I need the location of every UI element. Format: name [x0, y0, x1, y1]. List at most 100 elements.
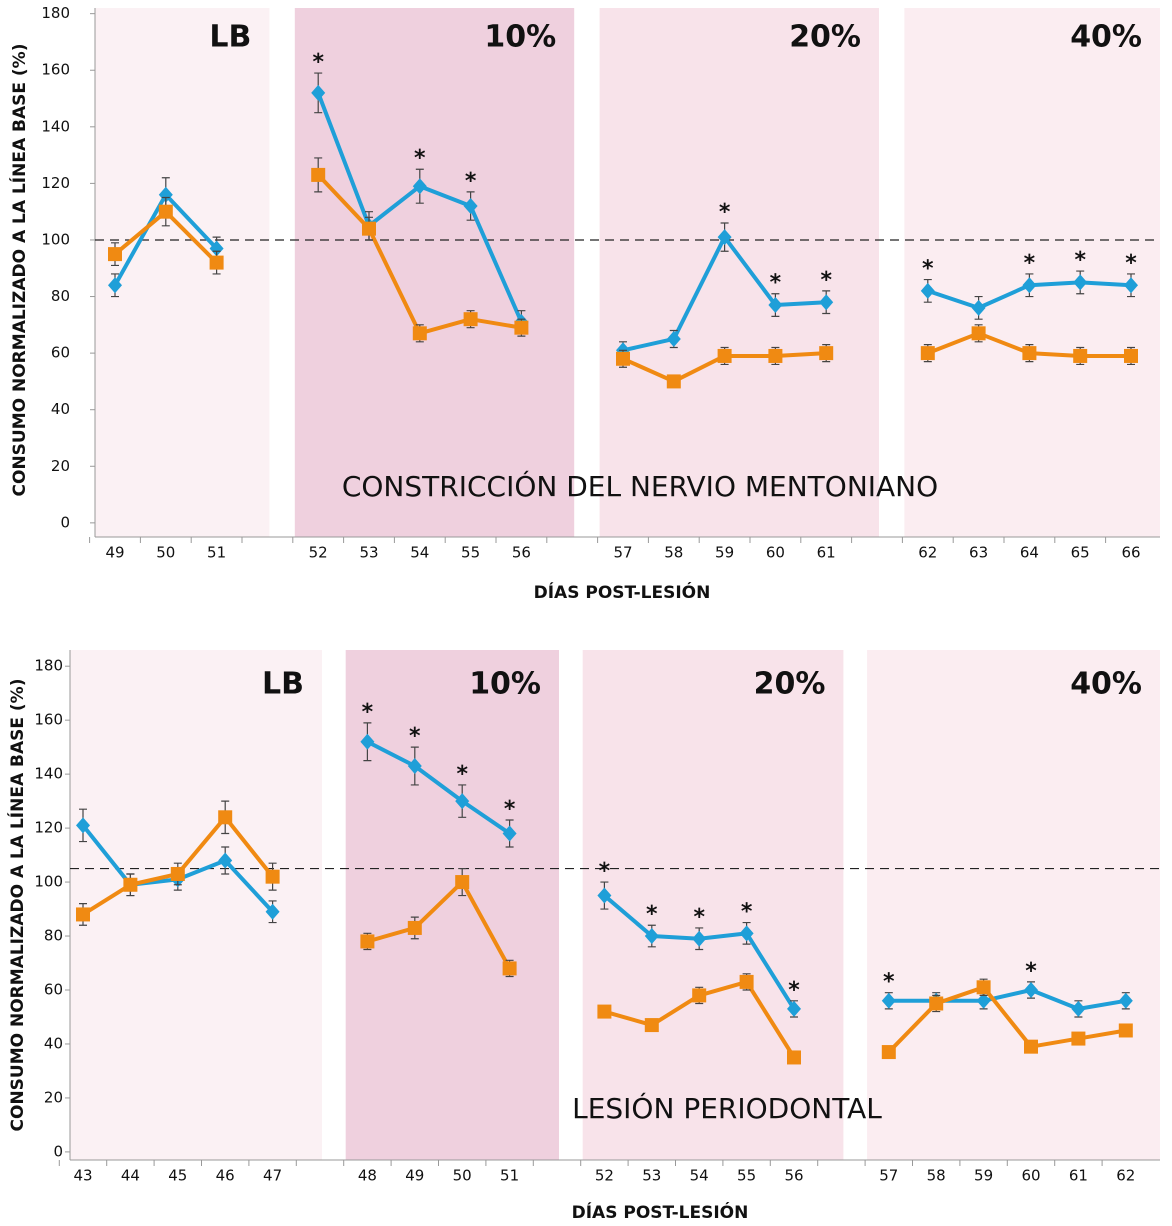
marker	[311, 167, 326, 182]
marker	[1124, 348, 1138, 363]
significance-mark: *	[883, 970, 895, 995]
x-tick-label: 58	[664, 544, 683, 562]
marker	[717, 348, 732, 363]
marker	[768, 297, 783, 314]
series-line	[888, 988, 1127, 1011]
y-axis-label: CONSUMO NORMALIZADO A LA LÍNEA BASE (%)	[6, 679, 28, 1132]
marker	[644, 928, 659, 945]
significance-mark: *	[820, 268, 832, 293]
x-tick-label: 56	[512, 544, 531, 562]
significance-mark: *	[362, 700, 374, 725]
marker	[1118, 1023, 1133, 1038]
marker	[502, 825, 517, 842]
marker	[1118, 992, 1133, 1009]
marker	[971, 299, 986, 316]
y-tick-label: 120	[41, 174, 70, 192]
x-tick-label: 57	[613, 544, 632, 562]
x-tick-label: 58	[927, 1167, 946, 1185]
x-tick-label: 66	[1121, 544, 1140, 562]
panel-label: CONSTRICCIÓN DEL NERVIO MENTONIANO	[342, 469, 938, 503]
x-axis-label: DÍAS POST-LESIÓN	[534, 581, 711, 603]
marker	[1022, 346, 1037, 361]
marker	[971, 326, 986, 341]
marker	[1071, 1000, 1086, 1017]
y-tick-label: 160	[34, 711, 63, 729]
significance-mark: *	[409, 724, 421, 749]
significance-mark: *	[414, 146, 426, 171]
marker	[76, 907, 90, 922]
x-tick-label: 45	[168, 1167, 187, 1185]
y-tick-label: 100	[34, 873, 63, 891]
x-tick-label: 65	[1071, 544, 1090, 562]
significance-mark: *	[1025, 959, 1037, 984]
region	[867, 650, 1160, 1160]
marker	[1022, 277, 1037, 294]
x-tick-label: 55	[737, 1167, 756, 1185]
series-line	[366, 739, 511, 836]
panel-label: LESIÓN PERIODONTAL	[572, 1091, 882, 1125]
region-label: 20%	[754, 667, 826, 702]
region-label: 40%	[1070, 667, 1142, 702]
significance-mark: *	[646, 902, 658, 927]
marker	[218, 852, 233, 869]
marker	[108, 247, 122, 262]
x-tick-label: 53	[642, 1167, 661, 1185]
significance-mark: *	[504, 797, 516, 822]
y-tick-label: 160	[41, 61, 70, 79]
x-tick-label: 49	[105, 544, 124, 562]
x-tick-label: 54	[410, 544, 429, 562]
x-tick-label: 52	[309, 544, 328, 562]
significance-mark: *	[719, 200, 731, 225]
marker	[209, 240, 224, 257]
region	[70, 650, 322, 1160]
x-tick-label: 50	[453, 1167, 472, 1185]
x-tick-label: 49	[405, 1167, 424, 1185]
significance-mark: *	[1024, 251, 1036, 276]
x-tick-label: 51	[207, 544, 226, 562]
marker	[502, 961, 517, 976]
y-tick-label: 40	[44, 1034, 63, 1052]
marker	[819, 294, 834, 311]
marker	[739, 925, 754, 942]
marker	[412, 326, 427, 341]
x-tick-label: 63	[969, 544, 988, 562]
marker	[881, 1045, 896, 1060]
marker	[717, 229, 732, 246]
significance-mark: *	[599, 859, 611, 884]
marker	[360, 934, 375, 949]
y-tick-label: 180	[34, 657, 63, 675]
marker	[666, 330, 681, 347]
marker	[692, 988, 707, 1003]
marker	[1024, 1039, 1038, 1054]
x-tick-label: 61	[817, 544, 836, 562]
x-tick-label: 61	[1069, 1167, 1088, 1185]
significance-mark: *	[1074, 248, 1086, 273]
x-tick-label: 59	[974, 1167, 993, 1185]
marker	[768, 348, 783, 363]
significance-mark: *	[456, 762, 468, 787]
region-label: 20%	[789, 20, 861, 55]
marker	[158, 186, 173, 203]
x-tick-label: 43	[73, 1167, 92, 1185]
marker	[170, 866, 185, 881]
marker	[1073, 274, 1088, 291]
marker	[597, 1004, 612, 1019]
region-label: LB	[209, 20, 251, 55]
significance-mark: *	[312, 50, 324, 75]
significance-mark: *	[465, 169, 477, 194]
x-tick-label: 47	[263, 1167, 282, 1185]
y-tick-label: 140	[34, 765, 63, 783]
y-tick-label: 0	[60, 513, 70, 531]
x-tick-label: 59	[715, 544, 734, 562]
x-tick-label: 57	[879, 1167, 898, 1185]
series-line	[887, 985, 1127, 1054]
x-tick-label: 55	[461, 544, 480, 562]
marker	[218, 810, 233, 825]
significance-mark: *	[770, 271, 782, 296]
chart-panel: LB 10% 20% 40% CONSTRICCIÓN DEL NERVIO MENTO…	[8, 4, 1160, 603]
marker	[407, 920, 422, 935]
y-tick-label: 40	[51, 400, 70, 418]
marker	[976, 992, 991, 1009]
x-tick-label: 62	[1116, 1167, 1135, 1185]
